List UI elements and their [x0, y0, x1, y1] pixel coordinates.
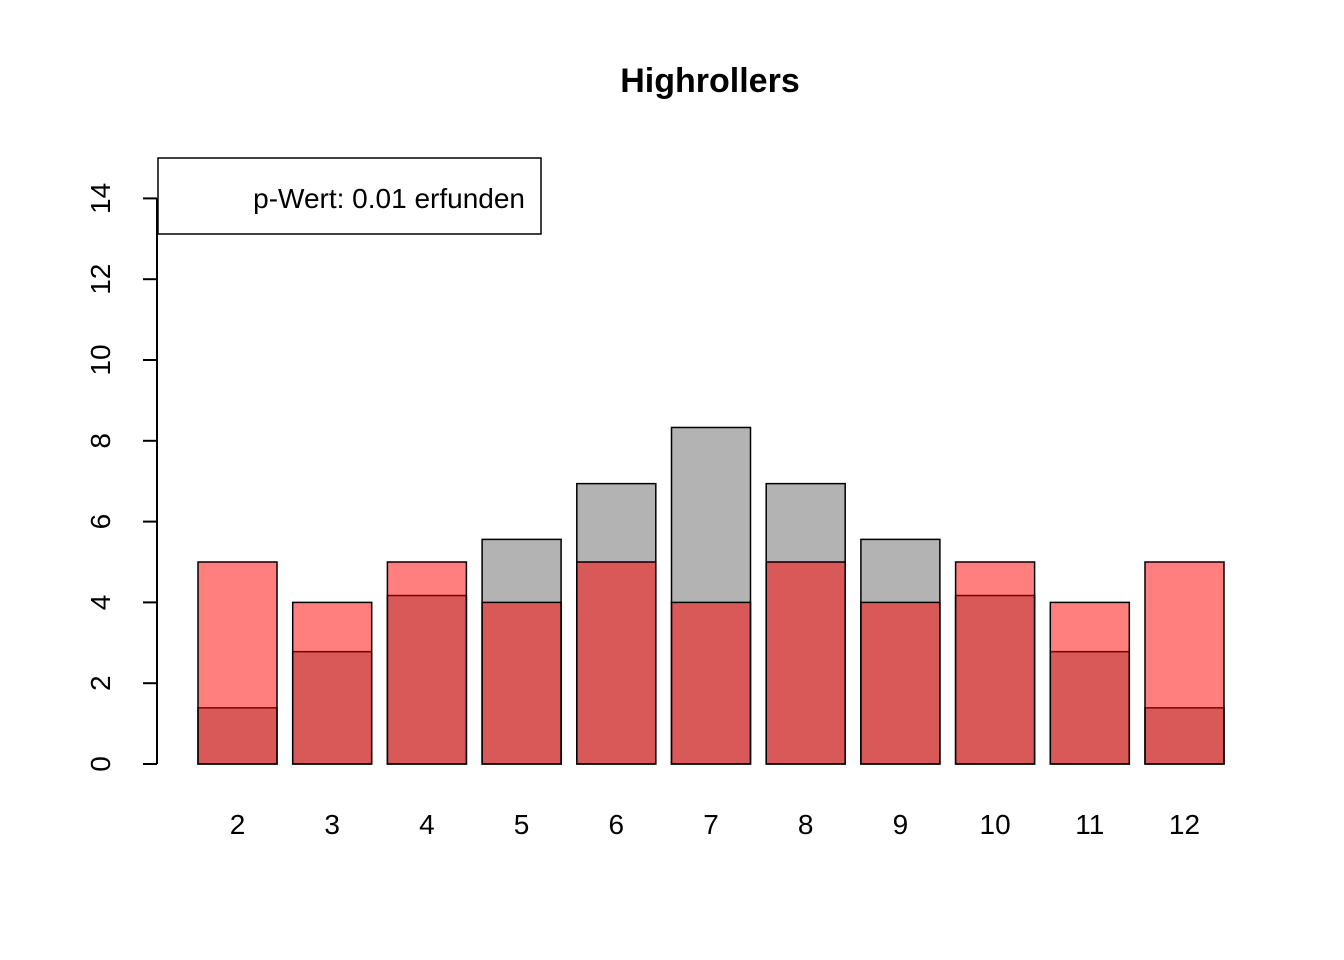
- x-tick-label: 4: [419, 809, 435, 840]
- y-tick-label: 14: [85, 183, 116, 214]
- y-tick-label: 12: [85, 264, 116, 295]
- legend: p-Wert: 0.01 erfunden: [157, 157, 542, 235]
- y-tick-label: 6: [85, 514, 116, 530]
- bars-group: [197, 426, 1225, 765]
- x-tick-label: 11: [1075, 809, 1104, 840]
- legend-box: [157, 157, 542, 235]
- x-tick-label: 7: [703, 809, 719, 840]
- x-tick-label: 8: [798, 809, 814, 840]
- x-tick-label: 12: [1169, 809, 1200, 840]
- red-bar-8: [765, 561, 846, 765]
- x-tick-label: 2: [230, 809, 246, 840]
- x-tick-label: 3: [324, 809, 340, 840]
- x-tick-label: 9: [893, 809, 909, 840]
- x-tick-label: 10: [980, 809, 1011, 840]
- red-bar-10: [954, 561, 1036, 765]
- red-bar-7: [670, 601, 752, 765]
- red-bar-11: [1049, 601, 1131, 765]
- y-tick-label: 4: [85, 595, 116, 611]
- red-bar-12: [1144, 561, 1225, 765]
- red-bar-9: [860, 601, 941, 765]
- y-tick-label: 8: [85, 433, 116, 449]
- red-bar-4: [386, 561, 468, 765]
- red-bar-5: [481, 601, 562, 765]
- x-tick-label: 5: [514, 809, 530, 840]
- red-bar-2: [197, 561, 278, 765]
- x-tick-label: 6: [609, 809, 625, 840]
- y-tick-label: 10: [85, 344, 116, 375]
- y-axis: 0 2 4 6 8 10 12 14: [85, 183, 158, 772]
- x-axis-labels: 2 3 4 5 6 7 8 9 10 11 12: [230, 809, 1200, 840]
- red-bar-3: [291, 601, 373, 765]
- legend-text: p-Wert: 0.01 erfunden: [253, 183, 525, 214]
- y-tick-label: 2: [85, 675, 116, 691]
- chart-title: Highrollers: [620, 62, 799, 100]
- y-tick-label: 0: [85, 756, 116, 772]
- red-bar-6: [576, 561, 657, 765]
